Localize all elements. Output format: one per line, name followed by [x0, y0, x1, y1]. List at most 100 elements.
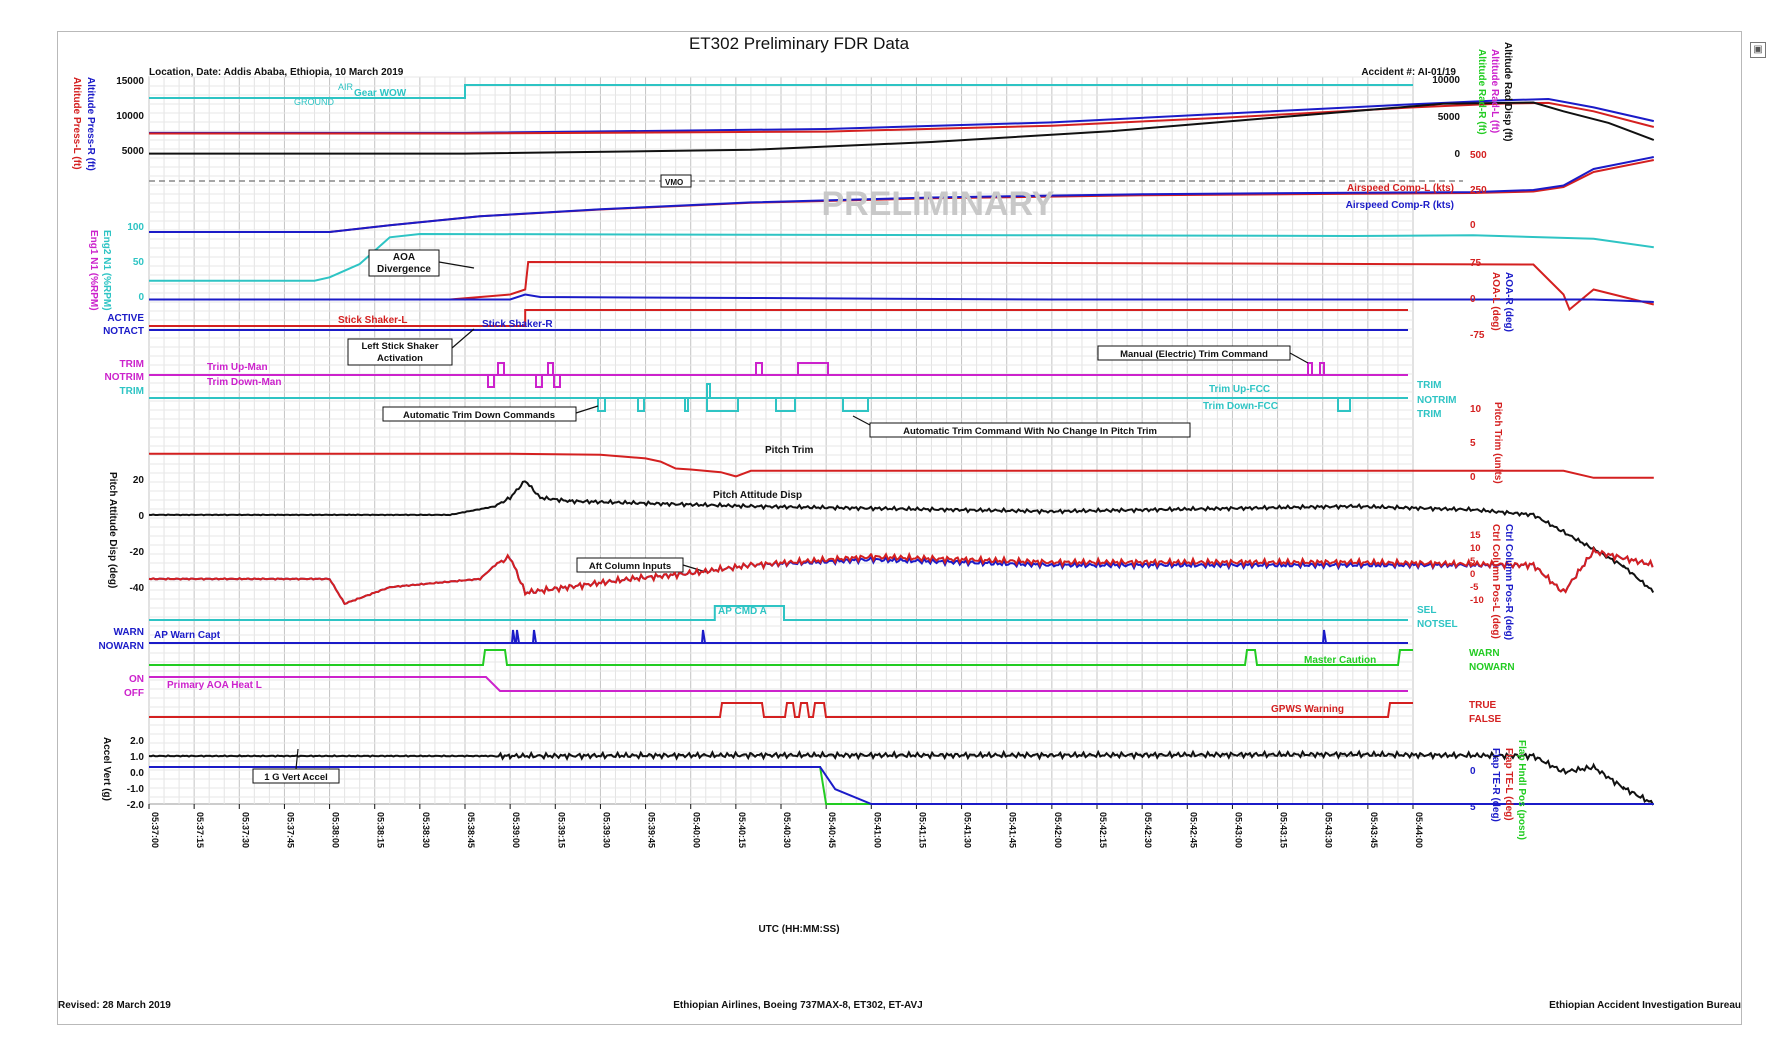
- state-false: FALSE: [1469, 714, 1502, 725]
- series-pitch-trim: [149, 452, 1654, 479]
- series-master-caution: [149, 649, 1413, 666]
- right-label-aoa-l: AOA-L (deg): [1490, 272, 1501, 331]
- y-tick-altitude: 15000: [116, 76, 144, 87]
- x-tick-label: 05:40:30: [782, 812, 792, 848]
- x-tick-label: 05:43:15: [1279, 812, 1289, 848]
- state-notrim: NOTRIM: [105, 372, 144, 383]
- pulse-trim-up-man: [1307, 362, 1313, 376]
- state-warn: WARN: [113, 627, 144, 638]
- y-tick-accel: -1.0: [127, 784, 145, 795]
- callout-shaker-line2: Activation: [377, 353, 423, 364]
- right-label-flap-te-l: Flap TE-L (deg): [1503, 748, 1514, 821]
- pulse-trim-up-man: [755, 362, 763, 376]
- y-tick-accel: 0.0: [130, 768, 144, 779]
- pulse-ap-warn: [701, 629, 706, 644]
- x-tick-label: 05:37:45: [285, 812, 295, 848]
- image-icon: ▣: [1750, 42, 1766, 58]
- state-trim-up: TRIM: [120, 359, 144, 370]
- y-tick-n1: 100: [127, 222, 144, 233]
- right-label-pitch-trim: Pitch Trim (units): [1492, 402, 1503, 484]
- footer-aircraft: Ethiopian Airlines, Boeing 737MAX-8, ET3…: [673, 1000, 923, 1011]
- state-fcc-notrim: NOTRIM: [1417, 395, 1456, 406]
- state-true: TRUE: [1469, 700, 1497, 711]
- right-label-flap-te-r: Flap TE-R (deg): [1490, 748, 1501, 822]
- pulse-ap-warn: [515, 629, 520, 644]
- pulse-trim-down-fcc: [597, 397, 606, 412]
- y-tick-pitch: 0: [138, 511, 144, 522]
- x-tick-label: 05:41:15: [917, 812, 927, 848]
- right-label-rad-disp: Altitude Rad Disp (ft): [1502, 42, 1513, 141]
- x-tick-label: 05:39:30: [601, 812, 611, 848]
- left-label-pitch: Pitch Attitude Disp (deg): [107, 472, 118, 588]
- state-on: ON: [129, 674, 144, 685]
- series-column-l: [148, 545, 1654, 606]
- label-pitch-attitude: Pitch Attitude Disp: [713, 490, 802, 501]
- right-label-flap-hndl: Flap Hndl Pos (posn): [1516, 740, 1527, 840]
- x-tick-label: 05:40:15: [737, 812, 747, 848]
- x-tick-label: 05:39:15: [556, 812, 566, 848]
- series-aoa-l: [149, 260, 1655, 312]
- y-tick-altitude: 5000: [122, 146, 145, 157]
- pulse-trim-up-man: [547, 362, 554, 376]
- x-tick-label: 05:40:45: [827, 812, 837, 848]
- series-ap-cmd: [149, 605, 1408, 621]
- y-tick-flap: 0: [1470, 766, 1476, 777]
- series-gear-wow: [149, 84, 1413, 99]
- y-tick-rad: 0: [1454, 149, 1460, 160]
- footer-revised: Revised: 28 March 2019: [58, 1000, 171, 1011]
- state-off: OFF: [124, 688, 144, 699]
- callout-aoa-arrow: [438, 261, 475, 269]
- callout-1g: 1 G Vert Accel: [264, 772, 328, 783]
- right-label-aoa-r: AOA-R (deg): [1503, 272, 1514, 332]
- y-tick-flap: 5: [1470, 802, 1476, 813]
- left-label-eng1: Eng1 N1 (%RPM): [88, 230, 99, 311]
- x-tick-label: 05:38:45: [466, 812, 476, 848]
- x-tick-label: 05:42:15: [1098, 812, 1108, 848]
- label-ap-warn: AP Warn Capt: [154, 630, 221, 641]
- pulse-ap-warn: [532, 629, 537, 644]
- pulse-trim-down-fcc: [637, 397, 645, 412]
- callout-auto-trim: Automatic Trim Down Commands: [403, 410, 555, 421]
- right-label-column-r: Ctrl Column Pos-R (deg): [1503, 524, 1514, 640]
- callout-shaker-box: [347, 338, 453, 366]
- series-shaker-l: [149, 309, 1408, 327]
- x-tick-label: 05:43:30: [1324, 812, 1334, 848]
- y-tick-column: 15: [1470, 530, 1481, 541]
- accident-number: Accident #: AI-01/19: [1361, 67, 1456, 78]
- label-aoa-heat: Primary AOA Heat L: [167, 680, 262, 691]
- label-vmo: VMO: [665, 178, 683, 187]
- x-tick-label: 05:37:00: [150, 812, 160, 848]
- series-altitude-press-r: [149, 97, 1655, 134]
- state-sel: SEL: [1417, 605, 1436, 616]
- callout-auto-trim-arrow: [575, 405, 599, 414]
- x-tick-label: 05:43:45: [1369, 812, 1379, 848]
- callout-manual-arrow: [1289, 352, 1309, 364]
- y-tick-column: 0: [1470, 569, 1475, 580]
- label-trim-down-man: Trim Down-Man: [207, 377, 281, 388]
- left-label-eng2: Eng2 N1 (%RPM): [101, 230, 112, 311]
- y-tick-rad: 10000: [1432, 75, 1460, 86]
- x-tick-label: 05:38:15: [376, 812, 386, 848]
- y-tick-pitch: 20: [133, 475, 145, 486]
- y-tick-n1: 50: [133, 257, 145, 268]
- x-tick-label: 05:37:30: [240, 812, 250, 848]
- state-notact: NOTACT: [103, 326, 144, 337]
- x-tick-label: 05:39:00: [511, 812, 521, 848]
- y-tick-n1: 0: [138, 292, 144, 303]
- fdr-chart: 05:37:00 05:37:15 05:37:30 05:37:45 05:38:00…: [58, 34, 1741, 1011]
- y-tick-column: -10: [1470, 595, 1484, 606]
- state-fcc-trim-dn: TRIM: [1417, 409, 1441, 420]
- x-tick-label: 05:42:00: [1053, 812, 1063, 848]
- right-label-rad-r: Altitude Rad-R (ft): [1476, 49, 1487, 135]
- pulse-trim-up-man: [1319, 362, 1325, 376]
- y-tick-pitch-trim: 0: [1470, 472, 1476, 483]
- series-airspeed-r: [149, 156, 1654, 233]
- right-label-column-l: Ctrl Column Pos-L (deg): [1490, 524, 1501, 639]
- y-tick-altitude: 10000: [116, 111, 144, 122]
- state-fcc-trim-up: TRIM: [1417, 380, 1441, 391]
- y-tick-rad: 5000: [1438, 112, 1461, 123]
- x-tick-label: 05:38:00: [331, 812, 341, 848]
- series-flap-te: [149, 766, 1654, 805]
- callout-no-change-arrow: [852, 415, 871, 426]
- y-tick-aoa: 75: [1470, 258, 1482, 269]
